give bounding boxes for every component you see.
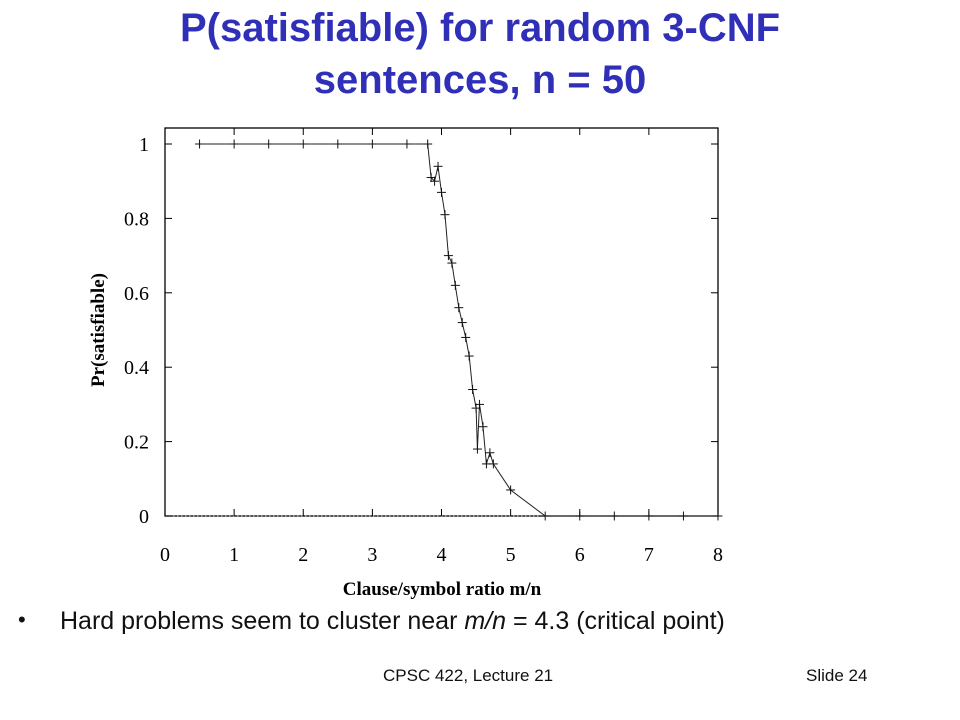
y-tick-label: 0.8	[124, 208, 149, 230]
y-axis-label: Pr(satisfiable)	[88, 273, 109, 387]
data-point	[443, 251, 453, 261]
data-point	[540, 511, 550, 521]
y-tick-label: 0.2	[124, 432, 149, 454]
data-point	[488, 459, 498, 469]
bullet-point: • Hard problems seem to cluster near m/n …	[18, 607, 948, 636]
data-point	[430, 176, 440, 186]
data-point	[506, 485, 516, 495]
bullet-text-prefix: Hard problems seem to cluster near	[60, 607, 465, 635]
title-line-2: sentences, n = 50	[313, 58, 647, 102]
data-point	[454, 303, 464, 313]
data-point	[195, 139, 205, 149]
title-line-1: P(satisfiable) for random 3-CNF	[179, 6, 781, 50]
axis-ticks	[164, 128, 719, 517]
data-point	[644, 511, 654, 521]
data-point	[475, 399, 485, 409]
data-point	[457, 318, 467, 328]
data-point	[461, 332, 471, 342]
data-point	[229, 139, 239, 149]
x-tick-label: 8	[713, 544, 723, 566]
x-tick-label: 4	[437, 544, 447, 566]
data-point	[478, 422, 488, 432]
data-point	[485, 448, 495, 458]
slide-title: P(satisfiable) for random 3-CNF sentence…	[0, 2, 960, 106]
data-point	[402, 139, 412, 149]
footer-course: CPSC 422, Lecture 21	[383, 666, 554, 685]
plot-frame	[164, 127, 719, 517]
y-tick-label: 0.6	[124, 283, 149, 305]
series-line	[199, 143, 718, 517]
data-point	[298, 139, 308, 149]
x-axis-label: Clause/symbol ratio m/n	[343, 579, 542, 600]
y-tick-label: 0	[139, 506, 149, 528]
x-tick-label: 6	[575, 544, 585, 566]
data-point	[264, 139, 274, 149]
data-point	[468, 385, 478, 395]
data-point	[472, 444, 482, 454]
data-point	[464, 351, 474, 361]
data-point	[609, 511, 619, 521]
y-tick-label: 0.4	[124, 357, 149, 379]
x-tick-label: 1	[229, 544, 239, 566]
data-point	[575, 511, 585, 521]
data-point	[333, 139, 343, 149]
data-point	[433, 161, 443, 171]
x-tick-label: 5	[506, 544, 516, 566]
y-tick-label: 1	[139, 134, 149, 156]
data-point	[423, 139, 433, 149]
data-points	[195, 139, 723, 521]
x-tick-label: 2	[298, 544, 308, 566]
x-tick-label: 7	[644, 544, 654, 566]
data-point	[450, 280, 460, 290]
axis-tick-labels: 0 1 2 3 4 5 6 7 8 0 0.2 0.4 0.6 0.8 1	[124, 134, 723, 566]
data-point	[440, 210, 450, 220]
footer-slide-number: Slide 24	[806, 666, 868, 685]
bullet-text-emph: m/n	[464, 607, 507, 635]
bullet-text-suffix: = 4.3 (critical point)	[506, 607, 725, 635]
bullet-dot-icon: •	[18, 607, 26, 632]
x-tick-label: 3	[367, 544, 377, 566]
data-point	[713, 511, 723, 521]
data-point	[678, 511, 688, 521]
data-point	[367, 139, 377, 149]
x-tick-label: 0	[160, 544, 170, 566]
data-point	[447, 258, 457, 268]
data-point	[437, 187, 446, 197]
